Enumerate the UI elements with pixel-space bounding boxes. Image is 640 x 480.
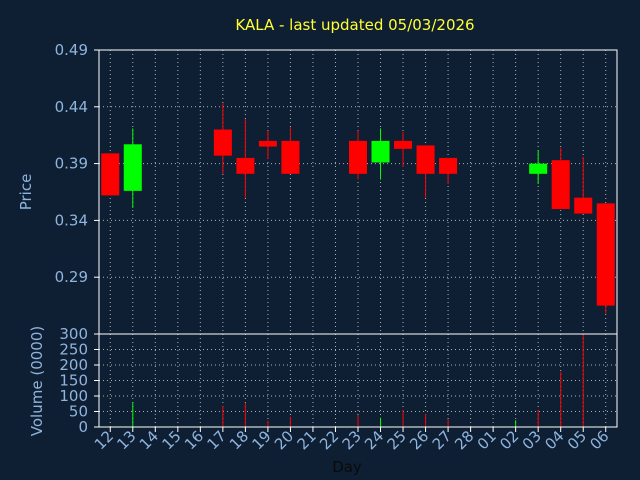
x-axis-label: Day — [332, 458, 362, 476]
candle-body — [236, 157, 255, 174]
volume-bar-layer — [132, 334, 584, 427]
volume-tick-label: 50 — [69, 403, 88, 421]
volume-tick-label: 0 — [78, 418, 88, 436]
candle-body — [371, 140, 390, 163]
volume-tick-label: 300 — [59, 325, 88, 343]
candle-body — [529, 163, 548, 174]
axes-layer — [94, 49, 618, 432]
candle-body — [348, 140, 368, 174]
volume-tick-label: 200 — [59, 356, 88, 374]
candle-body — [281, 140, 300, 174]
candlestick-layer — [101, 103, 615, 314]
candle-body — [213, 129, 232, 156]
price-tick-label: 0.29 — [55, 268, 88, 286]
volume-tick-label: 150 — [59, 372, 88, 390]
candle-body — [596, 203, 615, 306]
volume-axis-label: Volume (0000) — [28, 326, 46, 436]
candle-body — [394, 140, 413, 149]
candle-body — [258, 140, 277, 147]
chart-title: KALA - last updated 05/03/2026 — [235, 16, 474, 34]
price-tick-label: 0.44 — [55, 98, 88, 116]
volume-tick-label: 250 — [59, 341, 88, 359]
volume-panel-frame — [98, 333, 618, 428]
candle-body — [101, 153, 120, 196]
candle-body — [123, 144, 142, 191]
candle-body — [574, 197, 593, 214]
grid-layer — [99, 49, 617, 427]
candle-body — [439, 157, 458, 174]
price-tick-label: 0.49 — [55, 41, 88, 59]
candle-body — [416, 145, 435, 174]
price-tick-label: 0.39 — [55, 155, 88, 173]
price-tick-label: 0.34 — [55, 211, 88, 229]
candle-body — [551, 160, 570, 210]
volume-tick-label: 100 — [59, 387, 88, 405]
price-axis-label: Price — [17, 174, 35, 211]
